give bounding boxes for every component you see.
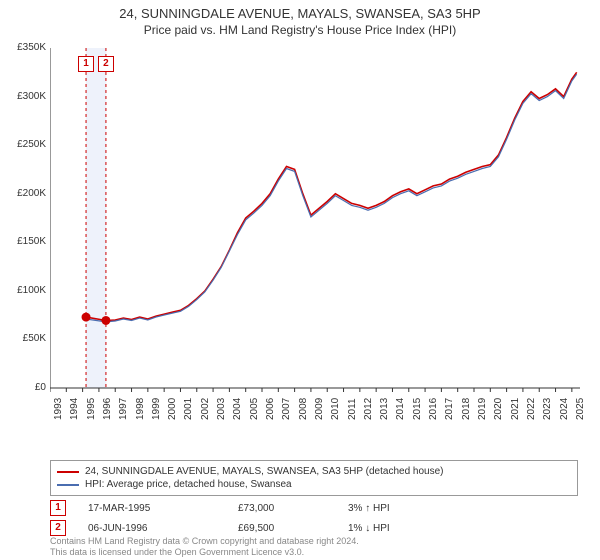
x-tick-label: 2004	[232, 398, 243, 420]
x-tick-label: 2022	[526, 398, 537, 420]
x-tick-label: 2009	[314, 398, 325, 420]
chart-subtitle: Price paid vs. HM Land Registry's House …	[0, 21, 600, 41]
chart-container: 24, SUNNINGDALE AVENUE, MAYALS, SWANSEA,…	[0, 0, 600, 560]
y-tick-label: £350K	[2, 42, 46, 53]
y-tick-label: £100K	[2, 285, 46, 296]
legend-swatch	[57, 471, 79, 473]
sale-date: 17-MAR-1995	[88, 503, 238, 514]
x-tick-label: 2011	[347, 398, 358, 420]
x-tick-label: 2001	[183, 398, 194, 420]
x-tick-label: 1998	[135, 398, 146, 420]
x-tick-label: 2007	[281, 398, 292, 420]
legend-item: 24, SUNNINGDALE AVENUE, MAYALS, SWANSEA,…	[57, 465, 571, 478]
chart-plot-area: £0£50K£100K£150K£200K£250K£300K£350K1993…	[50, 48, 580, 418]
x-tick-label: 2003	[216, 398, 227, 420]
y-tick-label: £0	[2, 382, 46, 393]
x-tick-label: 2018	[461, 398, 472, 420]
chart-sale-marker: 1	[78, 56, 94, 72]
x-tick-label: 2005	[249, 398, 260, 420]
legend-label: 24, SUNNINGDALE AVENUE, MAYALS, SWANSEA,…	[85, 466, 443, 477]
x-tick-label: 1999	[151, 398, 162, 420]
x-tick-label: 2023	[542, 398, 553, 420]
x-tick-label: 1996	[102, 398, 113, 420]
x-tick-label: 2000	[167, 398, 178, 420]
y-tick-label: £250K	[2, 139, 46, 150]
x-tick-label: 2002	[200, 398, 211, 420]
legend-item: HPI: Average price, detached house, Swan…	[57, 478, 571, 491]
x-tick-label: 2015	[412, 398, 423, 420]
y-tick-label: £300K	[2, 91, 46, 102]
chart-title: 24, SUNNINGDALE AVENUE, MAYALS, SWANSEA,…	[0, 0, 600, 21]
x-tick-label: 1997	[118, 398, 129, 420]
legend-swatch	[57, 484, 79, 486]
chart-svg	[50, 48, 580, 418]
legend: 24, SUNNINGDALE AVENUE, MAYALS, SWANSEA,…	[50, 460, 578, 496]
x-tick-label: 2016	[428, 398, 439, 420]
x-tick-label: 2008	[298, 398, 309, 420]
legend-label: HPI: Average price, detached house, Swan…	[85, 479, 292, 490]
sale-hpi: 3% ↑ HPI	[348, 503, 448, 514]
footer-line1: Contains HM Land Registry data © Crown c…	[50, 536, 359, 547]
x-tick-label: 1993	[53, 398, 64, 420]
x-tick-label: 2012	[363, 398, 374, 420]
x-tick-label: 1994	[69, 398, 80, 420]
footer-line2: This data is licensed under the Open Gov…	[50, 547, 359, 558]
sale-date: 06-JUN-1996	[88, 523, 238, 534]
x-tick-label: 2014	[395, 398, 406, 420]
sales-table: 1 17-MAR-1995£73,0003% ↑ HPI 2 06-JUN-1996£…	[50, 498, 578, 538]
sale-row: 1 17-MAR-1995£73,0003% ↑ HPI	[50, 498, 578, 518]
sale-hpi: 1% ↓ HPI	[348, 523, 448, 534]
y-tick-label: £200K	[2, 188, 46, 199]
x-tick-label: 2020	[493, 398, 504, 420]
chart-sale-marker: 2	[98, 56, 114, 72]
sale-price: £69,500	[238, 523, 348, 534]
x-tick-label: 1995	[86, 398, 97, 420]
x-tick-label: 2006	[265, 398, 276, 420]
x-tick-label: 2010	[330, 398, 341, 420]
x-tick-label: 2019	[477, 398, 488, 420]
y-tick-label: £150K	[2, 236, 46, 247]
sale-price: £73,000	[238, 503, 348, 514]
x-tick-label: 2021	[510, 398, 521, 420]
sale-row: 2 06-JUN-1996£69,5001% ↓ HPI	[50, 518, 578, 538]
x-tick-label: 2017	[444, 398, 455, 420]
footer-attribution: Contains HM Land Registry data © Crown c…	[50, 536, 359, 558]
x-tick-label: 2024	[559, 398, 570, 420]
sale-marker-box: 2	[50, 520, 66, 536]
y-tick-label: £50K	[2, 333, 46, 344]
x-tick-label: 2013	[379, 398, 390, 420]
sale-marker-box: 1	[50, 500, 66, 516]
x-tick-label: 2025	[575, 398, 586, 420]
